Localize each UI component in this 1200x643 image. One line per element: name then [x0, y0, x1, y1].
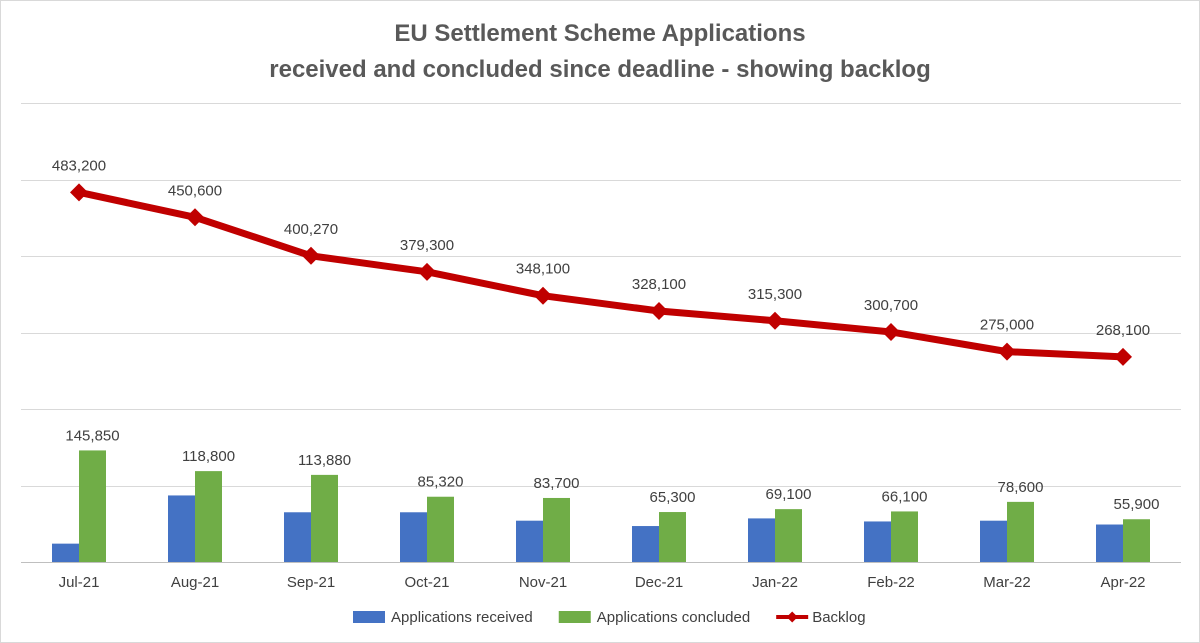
backlog-marker: [418, 262, 436, 281]
data-label-backlog: 348,100: [516, 261, 570, 278]
backlog-marker: [302, 246, 320, 265]
x-tick-label: Oct-21: [404, 574, 449, 591]
bar-applications-concluded: [1123, 519, 1150, 562]
data-label-concluded: 78,600: [998, 479, 1044, 496]
data-label-backlog: 268,100: [1096, 322, 1150, 339]
data-label-backlog: 315,300: [748, 286, 802, 303]
bar-applications-concluded: [659, 512, 686, 562]
bar-applications-received: [516, 520, 543, 562]
x-tick-label: Feb-22: [867, 574, 915, 591]
backlog-marker: [998, 342, 1016, 361]
bar-applications-received: [748, 518, 775, 562]
legend: Applications received Applications conclu…: [353, 609, 866, 626]
backlog-marker: [70, 183, 88, 202]
bar-applications-received: [400, 512, 427, 562]
bar-applications-concluded: [775, 509, 802, 562]
chart-title-line-2: received and concluded since deadline - …: [269, 56, 931, 83]
backlog-marker: [186, 208, 204, 227]
data-label-concluded: 65,300: [650, 489, 696, 506]
backlog-marker: [534, 286, 552, 305]
legend-swatch-applications-concluded: [558, 611, 591, 623]
bar-applications-concluded: [79, 450, 106, 562]
bar-series-layer: [52, 450, 1150, 562]
legend-label: Applications concluded: [597, 609, 750, 626]
bar-applications-concluded: [195, 471, 222, 562]
x-tick-label: Jul-21: [59, 574, 100, 591]
backlog-marker: [882, 322, 900, 341]
data-label-concluded: 118,800: [182, 448, 235, 465]
x-tick-label: Mar-22: [983, 574, 1031, 591]
backlog-marker: [650, 302, 668, 321]
data-label-concluded: 55,900: [1114, 496, 1160, 513]
data-label-backlog: 379,300: [400, 237, 454, 254]
x-tick-label: Aug-21: [171, 574, 219, 591]
x-tick-label: Sep-21: [287, 574, 335, 591]
legend-label: Backlog: [812, 609, 865, 626]
bar-applications-received: [1096, 524, 1123, 562]
x-axis-tick-labels: Jul-21 Aug-21 Sep-21 Oct-21 Nov-21 Dec-21 Jan-…: [59, 574, 1146, 591]
data-label-backlog: 400,270: [284, 221, 338, 238]
backlog-marker: [1114, 347, 1132, 366]
x-tick-label: Jan-22: [752, 574, 798, 591]
bar-applications-received: [632, 526, 659, 562]
data-label-backlog: 300,700: [864, 297, 918, 314]
x-tick-label: Apr-22: [1100, 574, 1145, 591]
bar-applications-received: [284, 512, 311, 562]
x-tick-label: Nov-21: [519, 574, 567, 591]
data-label-concluded: 145,850: [65, 427, 119, 444]
backlog-line-layer: [70, 183, 1132, 366]
bar-applications-concluded: [311, 474, 338, 562]
legend-swatch-applications-received: [353, 611, 385, 623]
x-tick-label: Dec-21: [635, 574, 683, 591]
bar-applications-concluded: [427, 496, 454, 562]
backlog-line: [75, 188, 1127, 361]
chart-title-line-1: EU Settlement Scheme Applications: [394, 20, 805, 47]
data-labels-layer: 145,850 118,800 113,880 85,320 83,700 65,300 6…: [52, 157, 1160, 513]
data-label-concluded: 113,880: [298, 452, 351, 469]
data-label-backlog: 328,100: [632, 276, 686, 293]
bar-applications-concluded: [543, 497, 570, 562]
data-label-concluded: 85,320: [418, 474, 464, 491]
backlog-marker: [766, 311, 784, 330]
bar-applications-received: [864, 521, 891, 562]
bar-applications-received: [980, 520, 1007, 562]
legend-swatch-backlog-marker: [786, 611, 798, 623]
bar-applications-received: [168, 495, 195, 562]
legend-label: Applications received: [391, 609, 533, 626]
data-label-backlog: 450,600: [168, 182, 222, 199]
data-label-concluded: 69,100: [766, 486, 812, 503]
data-label-backlog: 275,000: [980, 317, 1034, 334]
bar-applications-concluded: [1007, 501, 1034, 562]
bar-applications-received: [52, 543, 79, 562]
data-label-backlog: 483,200: [52, 157, 106, 174]
bar-applications-concluded: [891, 511, 918, 562]
data-label-concluded: 66,100: [882, 488, 928, 505]
data-label-concluded: 83,700: [534, 475, 580, 492]
